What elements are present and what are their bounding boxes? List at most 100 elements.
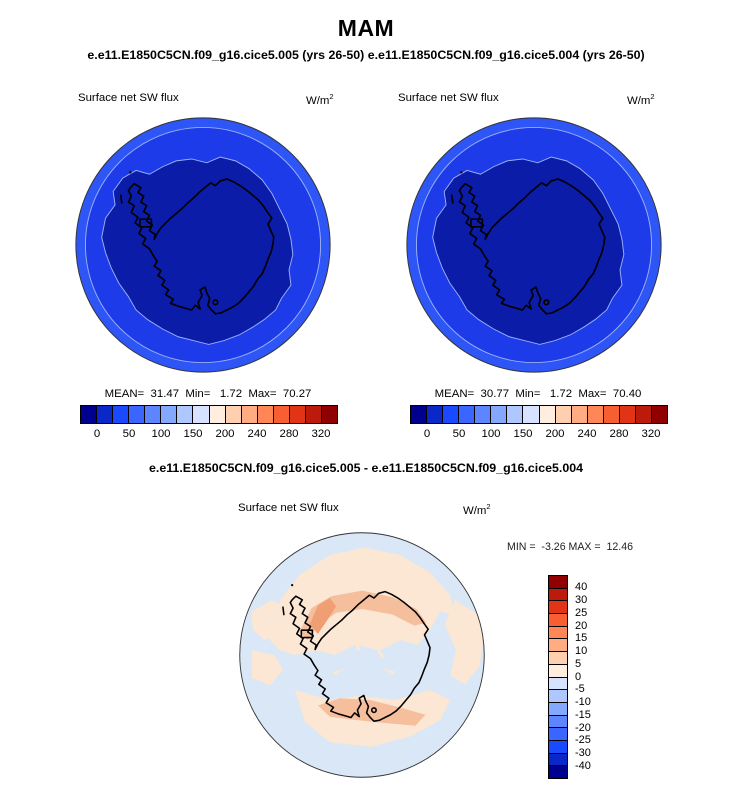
colorbar-cell [555,406,572,423]
map-panel-a [75,117,331,373]
colorbar-cell [549,576,567,589]
colorbar-tick-label: 320 [641,428,661,440]
colorbar-tick-label: 100 [151,428,171,440]
colorbar-cell [491,406,508,423]
colorbar-tick-label: 25 [575,606,588,619]
colorbar-cell [209,406,226,423]
colorbar-cell [523,406,540,423]
colorbar-cell [411,406,428,423]
colorbar-tick-label: -5 [575,683,585,696]
colorbar-cell [177,406,194,423]
colorbar-tick-label: 20 [575,619,588,632]
colorbar-cell [321,406,337,423]
colorbar-cell [507,406,524,423]
colorbar-cell [651,406,667,423]
colorbar-tick-label: 150 [183,428,203,440]
colorbar-cell [539,406,556,423]
panel-b-units: W/m2 [627,92,655,107]
diff-deep-streak [309,598,337,634]
diff-cream-west-region [251,599,291,641]
colorbar-cell [549,652,567,665]
colorbar-tick-label: -30 [575,747,591,759]
diff-cream-right-region [444,599,484,685]
diff-units: W/m2 [463,502,491,517]
colorbar-cell [549,626,567,640]
colorbar-cell [549,766,567,778]
panel-a-colorbar-ticks: 0 50 100 150 200 240 280 320 [80,428,338,442]
colorbar-cell [225,406,242,423]
colorbar-cell [571,406,588,423]
colorbar-cell [549,702,567,716]
colorbar-cell [193,406,210,423]
colorbar-tick-label: -25 [575,734,591,747]
diff-colorbar [548,575,568,779]
colorbar-tick-label: 200 [215,428,235,440]
colorbar-cell [97,406,114,423]
colorbar-cell [305,406,322,423]
diff-cream-speckle [382,667,396,676]
colorbar-cell [257,406,274,423]
diff-colorbar-labels: 40 30 25 20 15 10 5 0 -5 -10 -15 -20 -25 -30 -40 [575,575,611,779]
diff-title: e.e11.E1850C5CN.f09_g16.cice5.005 - e.e1… [149,461,583,475]
map-diff [239,532,485,778]
diff-cream-speckle [356,635,361,652]
colorbar-tick-label: 0 [423,428,431,440]
map-diff-fills [239,532,485,778]
diff-minmax: MIN = -3.26 MAX = 12.46 [507,541,634,553]
colorbar-cell [289,406,306,423]
colorbar-tick-label: 10 [575,645,588,657]
diff-cream-left-region [251,650,283,686]
figure-subtitle: e.e11.E1850C5CN.f09_g16.cice5.005 (yrs 2… [87,48,645,62]
panel-a-units: W/m2 [306,92,334,107]
colorbar-cell [549,639,567,653]
colorbar-cell [549,740,567,754]
panel-a-field-label: Surface net SW flux [78,92,179,104]
colorbar-tick-label: 0 [93,428,101,440]
panel-b-field-label: Surface net SW flux [398,92,499,104]
colorbar-tick-label: 5 [575,657,582,670]
colorbar-cell [443,406,460,423]
colorbar-tick-label: 280 [609,428,629,440]
colorbar-cell [241,406,258,423]
colorbar-tick-label: 0 [575,670,582,683]
colorbar-cell [549,690,567,703]
colorbar-cell [549,614,567,627]
diff-field-label: Surface net SW flux [238,502,339,514]
panel-b-stats: MEAN= 30.77 Min= 1.72 Max= 70.40 [434,388,642,400]
colorbar-cell [549,588,567,602]
colorbar-cell [273,406,290,423]
colorbar-cell [475,406,492,423]
colorbar-tick-label: -15 [575,708,591,721]
colorbar-tick-label: 15 [575,632,588,645]
diff-map-border [239,532,485,778]
colorbar-cell [113,406,130,423]
colorbar-cell [81,406,98,423]
colorbar-tick-label: 100 [481,428,501,440]
colorbar-cell [587,406,604,423]
colorbar-cell [635,406,652,423]
colorbar-cell [145,406,162,423]
colorbar-tick-label: 240 [247,428,267,440]
colorbar-tick-label: 200 [545,428,565,440]
colorbar-tick-label: 320 [311,428,331,440]
colorbar-cell [549,728,567,741]
colorbar-tick-label: -10 [575,696,591,708]
colorbar-cell [161,406,178,423]
colorbar-tick-label: -40 [575,759,591,772]
colorbar-tick-label: 30 [575,594,588,606]
panel-a-stats: MEAN= 31.47 Min= 1.72 Max= 70.27 [104,388,312,400]
colorbar-cell [129,406,146,423]
colorbar-cell [619,406,636,423]
colorbar-cell [549,601,567,615]
colorbar-cell [549,677,567,691]
colorbar-cell [603,406,620,423]
panel-b-colorbar-ticks: 0 50 100 150 200 240 280 320 [410,428,668,442]
colorbar-cell [549,664,567,678]
colorbar-cell [427,406,444,423]
colorbar-tick-label: 50 [452,428,466,440]
diff-cream-speckle [332,667,346,676]
panel-b-colorbar [410,405,668,424]
colorbar-cell [549,715,567,729]
colorbar-tick-label: 240 [577,428,597,440]
